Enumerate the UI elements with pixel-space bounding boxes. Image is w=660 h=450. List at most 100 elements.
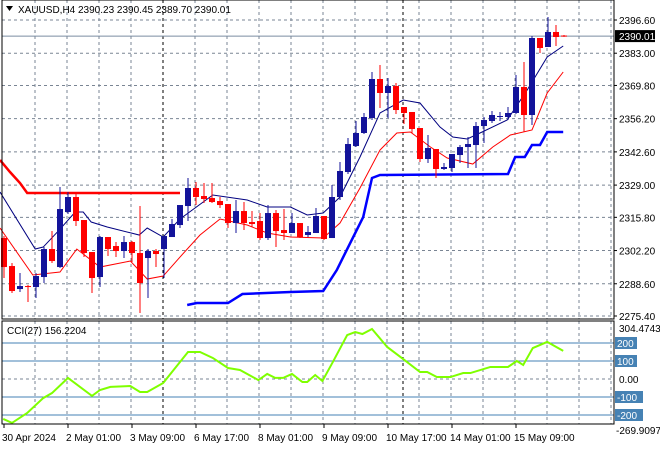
candle-bull: [329, 197, 335, 239]
x-tick-label: 10 May 17:00: [386, 433, 447, 444]
candle-bear: [193, 188, 199, 198]
candle-bear: [241, 211, 247, 224]
candle-bull: [161, 236, 167, 250]
y-tick-label: 2315.80: [619, 213, 656, 224]
x-tick-label: 8 May 01:00: [258, 433, 313, 444]
candle-bear: [401, 107, 407, 114]
candle-bear: [393, 86, 399, 111]
cci-level-box: [615, 355, 637, 367]
cci-level-label: 100: [617, 357, 634, 368]
candle-bear: [209, 198, 215, 203]
candle-bull: [185, 188, 191, 207]
cci-min-label: -269.9097: [616, 426, 660, 437]
cci-level-label: -100: [617, 393, 637, 404]
candle-bear: [217, 201, 223, 206]
candle-bull: [289, 223, 295, 234]
candle-bear: [113, 246, 119, 252]
stop-line-red: [0, 159, 180, 195]
candle-bull: [41, 249, 47, 278]
candle-bull: [497, 116, 503, 118]
cci-label: CCI(27) 156.2204: [7, 326, 87, 337]
cci-panel[interactable]: [2, 327, 614, 425]
candle-bull: [305, 232, 311, 236]
y-tick-label: 2342.60: [619, 148, 656, 159]
triangle-down-icon[interactable]: [6, 6, 13, 11]
cci-level-label: 200: [617, 339, 634, 350]
cci-level-box: [615, 409, 643, 421]
candle-bull: [313, 216, 319, 234]
candle-bull: [233, 211, 239, 224]
candle-bull: [97, 237, 103, 278]
candle-bull: [353, 133, 359, 147]
candle-bear: [89, 252, 95, 279]
candle-bear: [257, 221, 263, 239]
y-tick-label: 2275.40: [619, 312, 656, 323]
y-tick-label: 2383.00: [619, 49, 656, 60]
candle-bull: [369, 79, 375, 119]
x-tick-label: 9 May 09:00: [322, 433, 377, 444]
symbol-label: XAUUSD,H4: [18, 5, 76, 16]
main-panel-frame: [1, 0, 615, 320]
candle-bear: [73, 197, 79, 222]
candle-bear: [417, 128, 423, 160]
y-tick-label: 2329.00: [619, 181, 656, 192]
candle-bull: [33, 276, 39, 288]
candle-bull: [489, 115, 495, 122]
candle-bear: [105, 237, 111, 250]
candle-bear: [81, 220, 87, 254]
candle-bear: [129, 242, 135, 254]
candle-bear: [49, 249, 55, 262]
candle-bull: [385, 86, 391, 93]
y-tick-label: 2396.60: [619, 16, 656, 27]
candle-bear: [273, 213, 279, 232]
y-tick-label: 2356.20: [619, 115, 656, 126]
x-tick-label: 14 May 01:00: [450, 433, 511, 444]
candle-bull: [169, 224, 175, 238]
moving-average-slow: [0, 71, 564, 280]
candle-bear: [25, 286, 31, 288]
candle-bull: [457, 147, 463, 156]
candle-bear: [433, 149, 439, 170]
candle-bull: [177, 205, 183, 226]
candle-bear: [537, 37, 543, 49]
current-price-label: 2390.01: [619, 32, 656, 43]
candle-bear: [409, 111, 415, 130]
candle-bull: [473, 126, 479, 146]
candle-bull: [529, 37, 535, 116]
y-tick-label: 2302.20: [619, 247, 656, 258]
cci-zero-label: 0.00: [619, 375, 639, 386]
current-price-box: [615, 30, 655, 43]
x-tick-label: 3 May 09:00: [130, 433, 185, 444]
candle-bull: [337, 171, 343, 198]
x-tick-label: 15 May 09:00: [514, 433, 575, 444]
candle-bear: [561, 35, 567, 37]
candle-bull: [57, 209, 63, 268]
cci-level-label: -200: [617, 411, 637, 422]
candle-bear: [225, 204, 231, 224]
cci-level-box: [615, 391, 643, 403]
candle-bull: [17, 286, 23, 290]
grid: [2, 0, 614, 424]
moving-average-fast: [0, 45, 564, 250]
cci-panel-frame: [1, 320, 615, 425]
candle-bear: [553, 31, 559, 37]
x-tick-label: 6 May 17:00: [194, 433, 249, 444]
candle-bull: [513, 87, 519, 114]
x-tick-label: 2 May 01:00: [66, 433, 121, 444]
candle-bear: [321, 216, 327, 240]
candle-bear: [521, 87, 527, 116]
candles: [1, 16, 567, 314]
candle-bull: [425, 148, 431, 160]
indicator-overlays: [0, 45, 564, 307]
ohlc-readout: 2390.23 2390.45 2389.70 2390.01: [78, 5, 231, 16]
candle-bear: [377, 79, 383, 93]
candle-bull: [65, 197, 71, 213]
axes: 2396.60 2383.00 2369.80 2356.20 2342.60 2329.…: [2, 16, 660, 444]
cci-max-label: 304.4743: [619, 324, 660, 335]
cci-line: [2, 327, 564, 425]
candle-bull: [465, 144, 471, 148]
y-tick-label: 2369.80: [619, 81, 656, 92]
candle-bull: [545, 31, 551, 48]
candle-bear: [137, 253, 143, 284]
